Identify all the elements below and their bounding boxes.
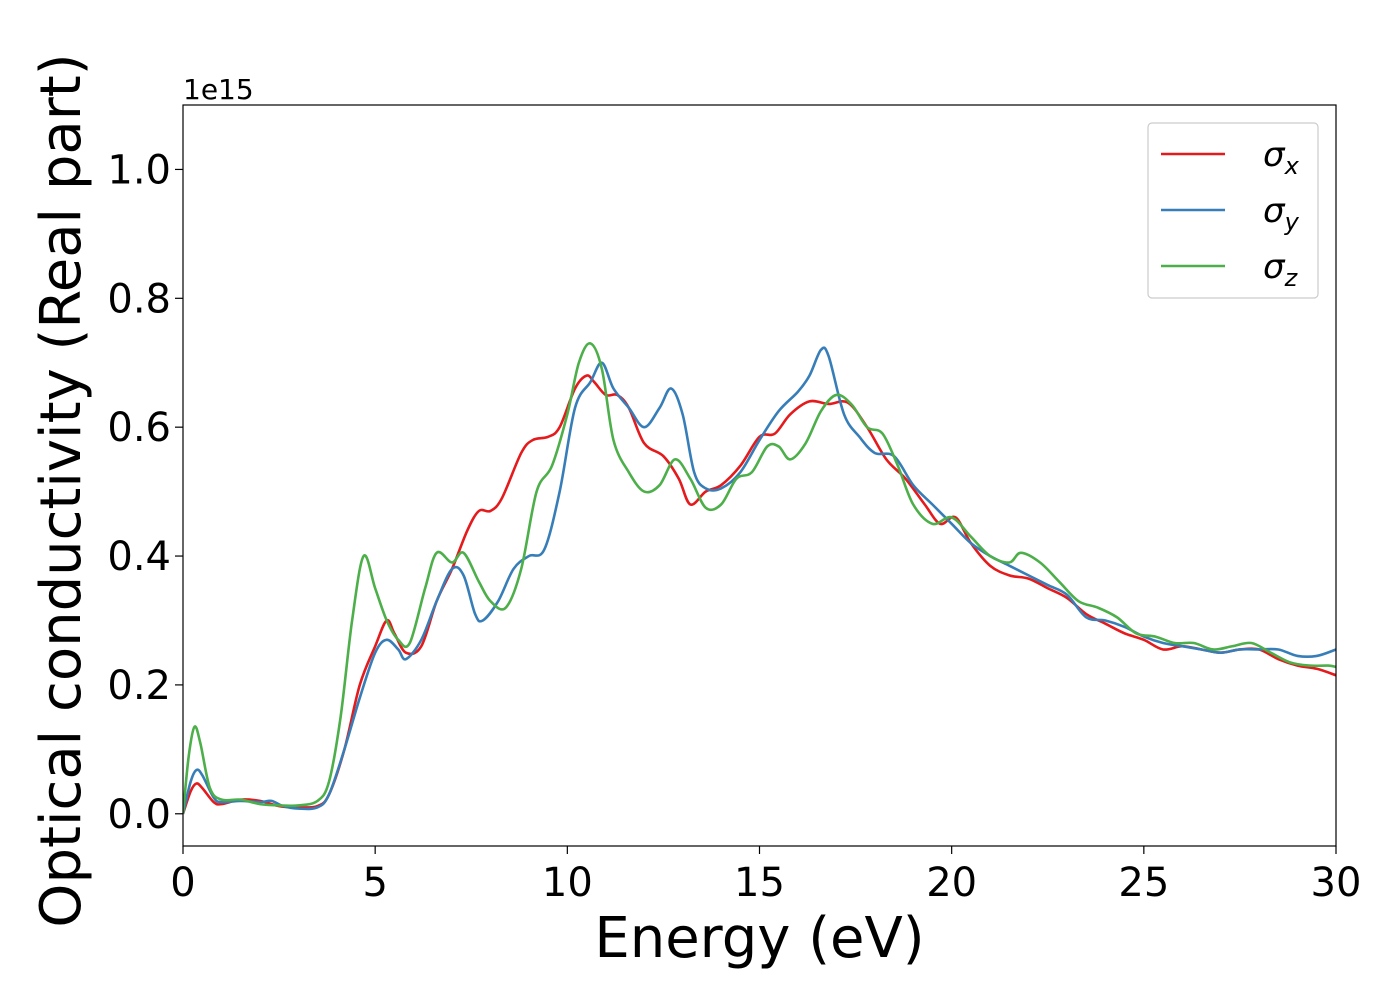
x-axis-title: Energy (eV) xyxy=(594,906,924,971)
x-tick-label: 15 xyxy=(734,860,785,906)
x-axis-ticks: 0 5 10 15 20 25 30 xyxy=(170,846,1361,906)
series-line-y xyxy=(183,346,1336,815)
y-tick-label: 0.0 xyxy=(107,792,171,838)
y-axis-title: Optical conductivity (Real part) xyxy=(29,53,94,927)
y-axis-ticks: 0.0 0.2 0.4 0.6 0.8 1.0 xyxy=(107,147,183,838)
legend-symbol: σ xyxy=(1263,247,1286,287)
legend-frame xyxy=(1147,122,1319,299)
legend-symbol: σ xyxy=(1263,135,1286,175)
y-axis-offset-text: 1e15 xyxy=(183,73,254,106)
legend-label-y: σy xyxy=(1263,191,1300,236)
series-line-z xyxy=(183,342,1336,814)
x-tick-label: 30 xyxy=(1311,860,1362,906)
y-tick-label: 0.8 xyxy=(107,276,171,322)
x-tick-label: 10 xyxy=(542,860,593,906)
y-tick-label: 0.2 xyxy=(107,663,171,709)
legend-label-x: σx xyxy=(1263,135,1300,180)
series-layer xyxy=(183,342,1336,815)
x-tick-label: 5 xyxy=(362,860,387,906)
y-tick-label: 1.0 xyxy=(107,147,171,193)
legend-subscript: y xyxy=(1284,208,1300,236)
x-tick-label: 25 xyxy=(1118,860,1169,906)
legend-symbol: σ xyxy=(1263,191,1286,231)
legend-label-z: σz xyxy=(1263,247,1299,292)
legend-subscript: x xyxy=(1284,152,1300,180)
x-tick-label: 0 xyxy=(170,860,195,906)
legend-subscript: z xyxy=(1284,264,1299,292)
y-tick-label: 0.4 xyxy=(107,534,171,580)
y-tick-label: 0.6 xyxy=(107,405,171,451)
x-tick-label: 20 xyxy=(926,860,977,906)
